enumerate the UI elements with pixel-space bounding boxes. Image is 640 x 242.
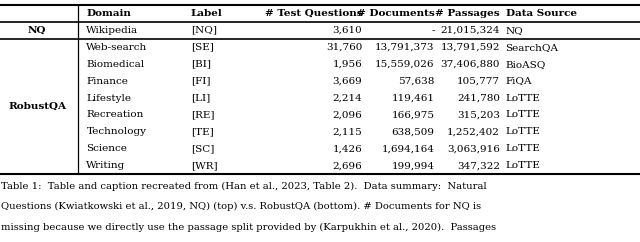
Text: 3,669: 3,669: [333, 76, 362, 86]
Text: # Test Questions: # Test Questions: [264, 9, 362, 18]
Text: [SC]: [SC]: [191, 144, 214, 153]
Text: 1,252,402: 1,252,402: [447, 127, 500, 136]
Text: 2,096: 2,096: [333, 110, 362, 120]
Text: Data Source: Data Source: [506, 9, 577, 18]
Text: [BI]: [BI]: [191, 60, 211, 69]
Text: 638,509: 638,509: [392, 127, 435, 136]
Text: 1,694,164: 1,694,164: [381, 144, 435, 153]
Text: 21,015,324: 21,015,324: [440, 26, 500, 35]
Text: Biomedical: Biomedical: [86, 60, 145, 69]
Text: FiQA: FiQA: [506, 76, 532, 86]
Text: [TE]: [TE]: [191, 127, 214, 136]
Text: 13,791,373: 13,791,373: [375, 43, 435, 52]
Text: LoTTE: LoTTE: [506, 161, 540, 170]
Text: -: -: [431, 26, 435, 35]
Text: Finance: Finance: [86, 76, 128, 86]
Text: 241,780: 241,780: [457, 93, 500, 103]
Text: 15,559,026: 15,559,026: [375, 60, 435, 69]
Text: Recreation: Recreation: [86, 110, 144, 120]
Text: 57,638: 57,638: [398, 76, 435, 86]
Text: 3,610: 3,610: [333, 26, 362, 35]
Text: # Passages: # Passages: [435, 9, 500, 18]
Text: [WR]: [WR]: [191, 161, 218, 170]
Text: 166,975: 166,975: [392, 110, 435, 120]
Text: LoTTE: LoTTE: [506, 110, 540, 120]
Text: 3,063,916: 3,063,916: [447, 144, 500, 153]
Text: [FI]: [FI]: [191, 76, 210, 86]
Text: SearchQA: SearchQA: [506, 43, 559, 52]
Text: 119,461: 119,461: [392, 93, 435, 103]
Text: missing because we directly use the passage split provided by (Karpukhin et al.,: missing because we directly use the pass…: [1, 223, 497, 232]
Text: 315,203: 315,203: [457, 110, 500, 120]
Text: Wikipedia: Wikipedia: [86, 26, 138, 35]
Text: # Documents: # Documents: [357, 9, 435, 18]
Text: LoTTE: LoTTE: [506, 144, 540, 153]
Text: NQ: NQ: [28, 26, 46, 35]
Text: [RE]: [RE]: [191, 110, 214, 120]
Text: Questions (Kwiatkowski et al., 2019, NQ) (top) v.s. RobustQA (bottom). # Documen: Questions (Kwiatkowski et al., 2019, NQ)…: [1, 202, 481, 211]
Text: 199,994: 199,994: [392, 161, 435, 170]
Text: Science: Science: [86, 144, 127, 153]
Text: Web-search: Web-search: [86, 43, 148, 52]
Text: Writing: Writing: [86, 161, 125, 170]
Text: Label: Label: [191, 9, 223, 18]
Text: RobustQA: RobustQA: [8, 102, 66, 111]
Text: Lifestyle: Lifestyle: [86, 93, 131, 103]
Text: 37,406,880: 37,406,880: [440, 60, 500, 69]
Text: Technology: Technology: [86, 127, 147, 136]
Text: 1,956: 1,956: [333, 60, 362, 69]
Text: BioASQ: BioASQ: [506, 60, 546, 69]
Text: LoTTE: LoTTE: [506, 93, 540, 103]
Text: 2,115: 2,115: [333, 127, 362, 136]
Text: NQ: NQ: [506, 26, 524, 35]
Text: [SE]: [SE]: [191, 43, 214, 52]
Text: Table 1:  Table and caption recreated from (Han et al., 2023, Table 2).  Data su: Table 1: Table and caption recreated fro…: [1, 182, 487, 191]
Text: [LI]: [LI]: [191, 93, 210, 103]
Text: 2,696: 2,696: [333, 161, 362, 170]
Text: 13,791,592: 13,791,592: [440, 43, 500, 52]
Text: 347,322: 347,322: [457, 161, 500, 170]
Text: LoTTE: LoTTE: [506, 127, 540, 136]
Text: 1,426: 1,426: [333, 144, 362, 153]
Text: 2,214: 2,214: [333, 93, 362, 103]
Text: [NQ]: [NQ]: [191, 26, 217, 35]
Text: Domain: Domain: [86, 9, 131, 18]
Text: 31,760: 31,760: [326, 43, 362, 52]
Text: 105,777: 105,777: [457, 76, 500, 86]
